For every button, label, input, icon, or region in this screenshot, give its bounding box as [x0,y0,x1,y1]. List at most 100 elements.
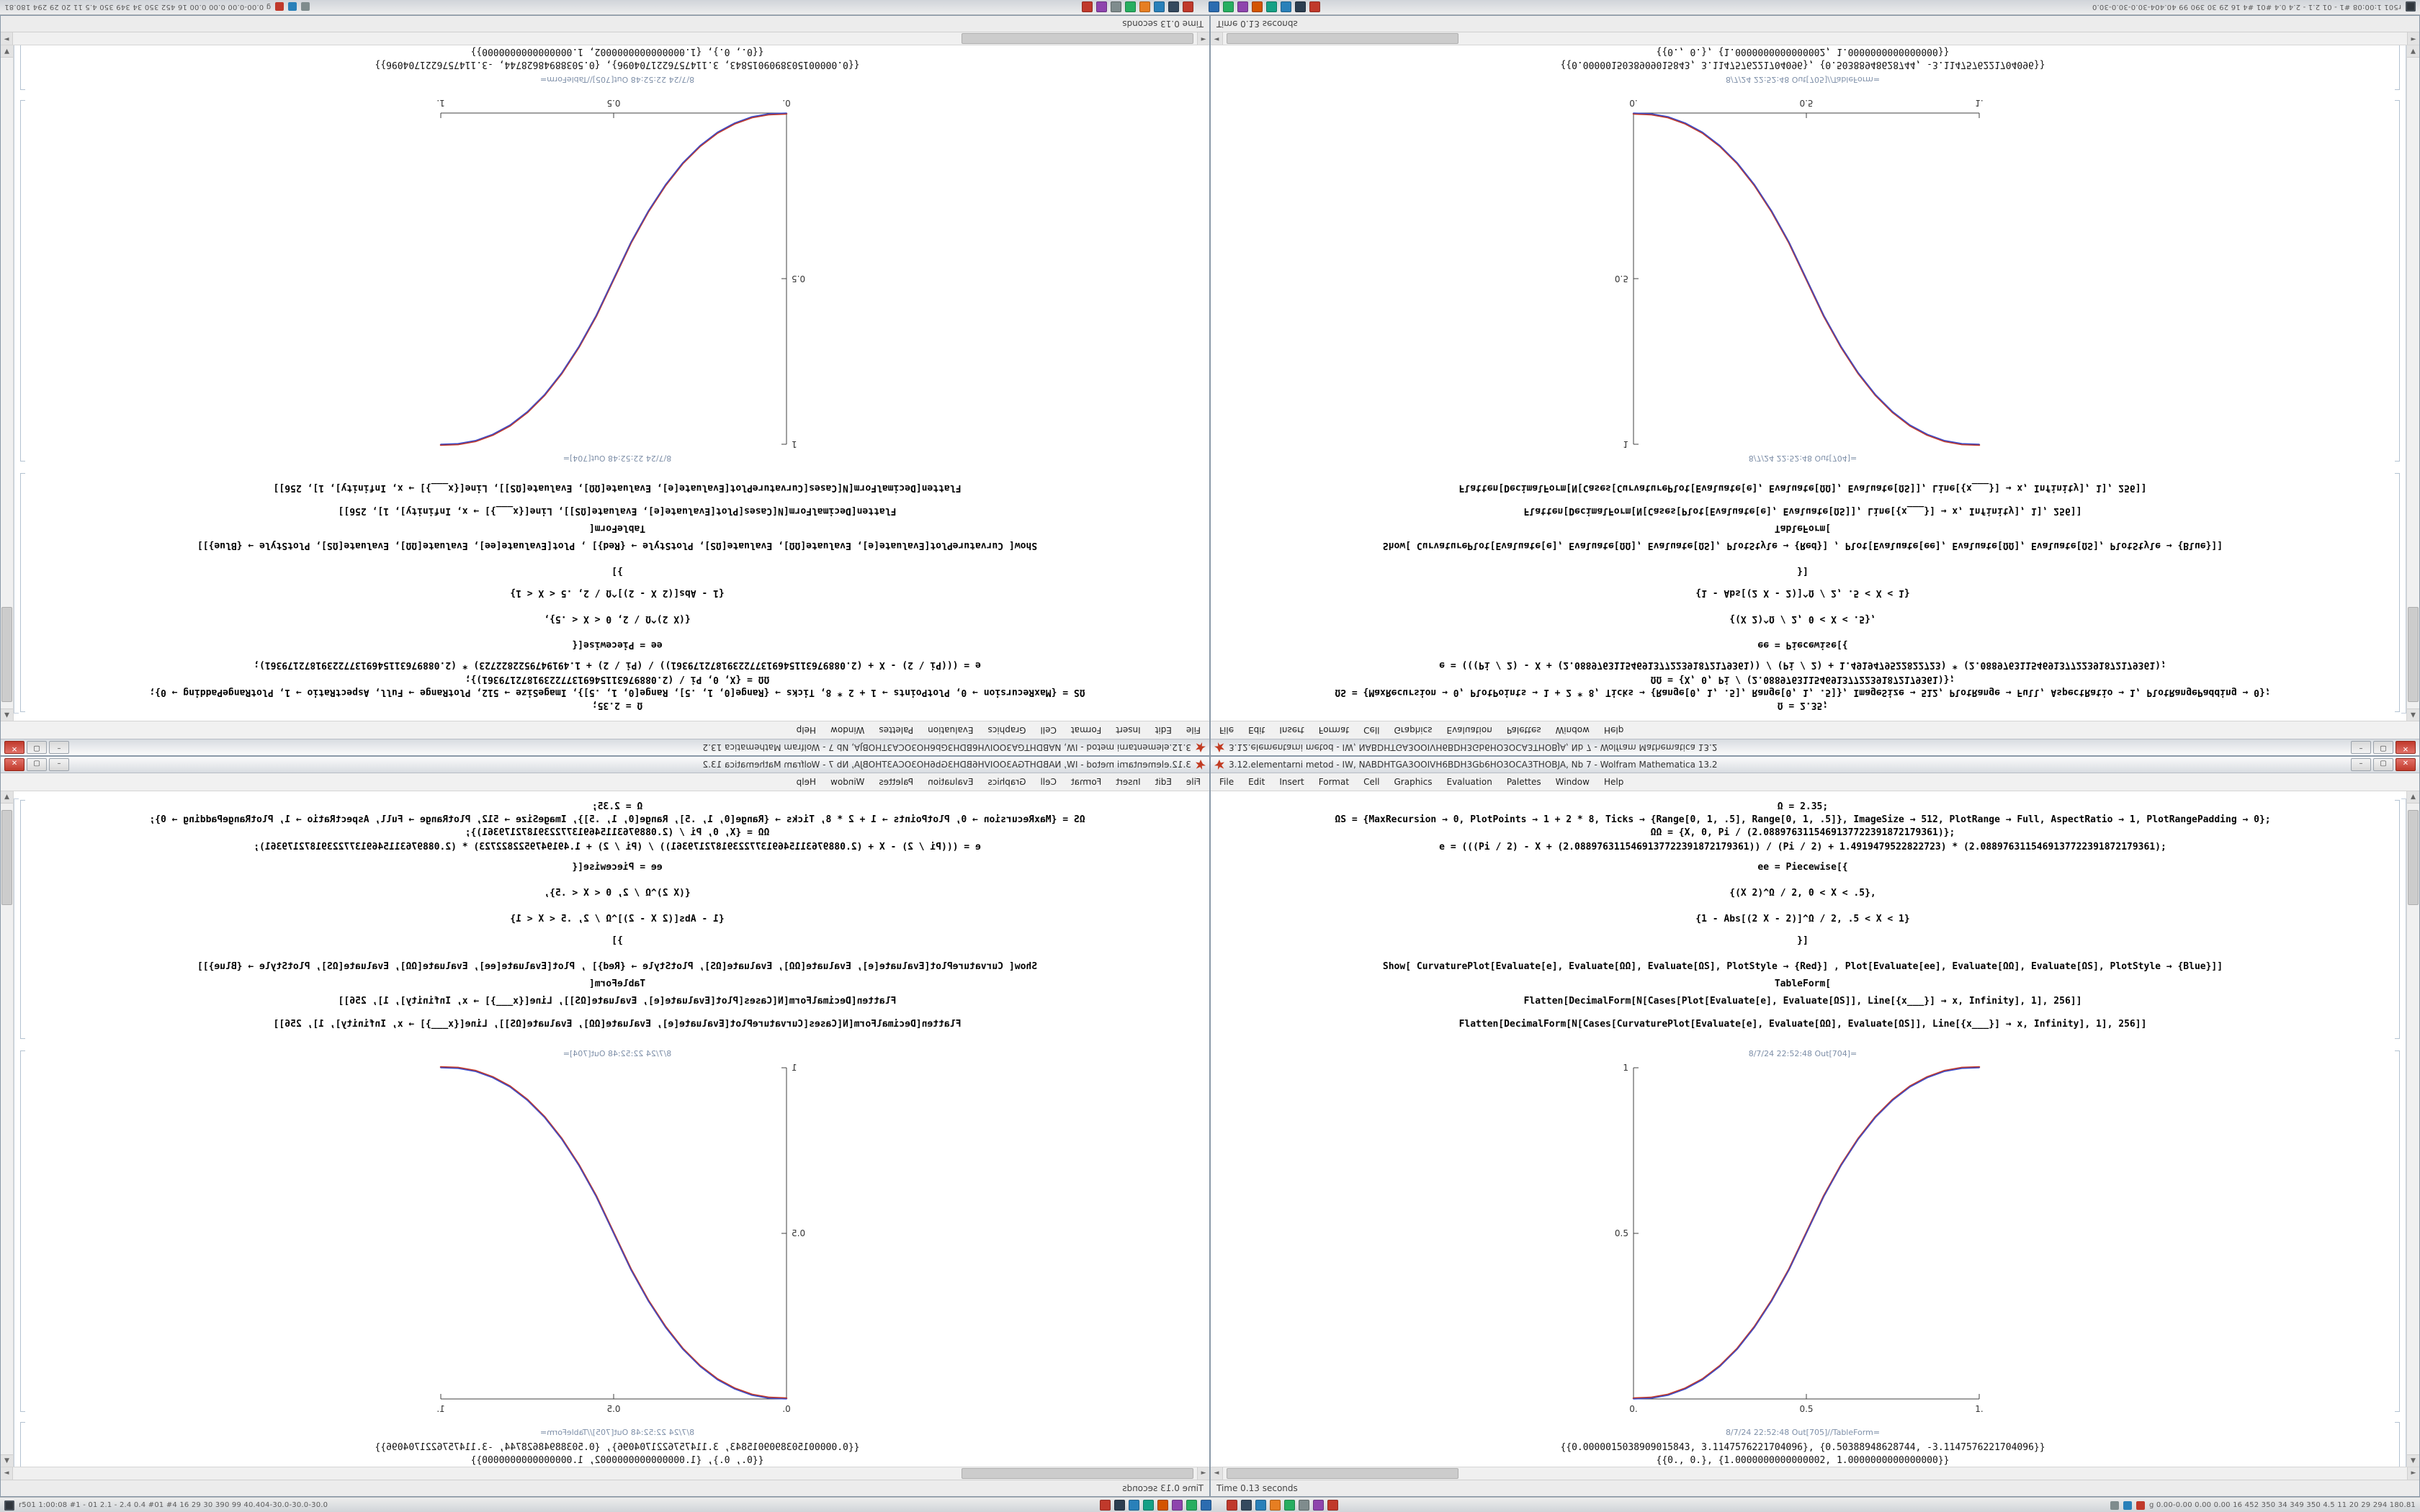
menu-help[interactable]: Help [796,725,817,735]
vertical-scrollbar[interactable]: ▲ ▼ [2406,45,2419,721]
input-line[interactable]: ΩS = {MaxRecursion → 0, PlotPoints → 1 +… [1335,814,2271,825]
start-menu-icon[interactable] [2406,1,2416,12]
scroll-left-icon[interactable]: ◄ [1197,32,1209,45]
taskbar-app-icon[interactable] [1168,1,1179,12]
start-menu-icon[interactable] [4,1500,14,1511]
taskbar-app-icon[interactable] [1294,1,1306,12]
maximize-button[interactable]: ▢ [27,741,47,754]
taskbar-app-icon[interactable] [1139,1,1150,12]
input-line[interactable]: TableForm[ [1774,978,1832,989]
menu-window[interactable]: Window [830,725,865,735]
menu-graphics[interactable]: Graphics [1394,777,1433,787]
vertical-scroll-thumb[interactable] [2408,810,2419,905]
input-line[interactable]: ΩS = {MaxRecursion → 0, PlotPoints → 1 +… [149,687,1085,698]
input-line[interactable]: }] [1797,935,1809,946]
taskbar-app-icon[interactable] [1309,1,1320,12]
cell-group-bracket[interactable] [2401,45,2406,714]
taskbar-app-icon[interactable] [1265,1,1277,12]
menu-cell[interactable]: Cell [1040,725,1057,735]
plot-cell-bracket[interactable] [20,1050,25,1412]
input-line[interactable]: Show[ CurvaturePlot[Evaluate[e], Evaluat… [197,540,1038,551]
input-line[interactable]: {1 - Abs[(2 X - 2)]^Ω / 2, .5 < X < 1} [510,588,725,598]
minimize-button[interactable]: – [2351,741,2371,754]
input-cell-bracket[interactable] [20,473,25,712]
tray-icon[interactable] [275,2,284,12]
scroll-right-icon[interactable]: ► [1,1467,13,1480]
menu-format[interactable]: Format [1318,725,1350,735]
scroll-right-icon[interactable]: ► [1,32,13,45]
menu-file[interactable]: File [1186,725,1201,735]
menu-file[interactable]: File [1219,725,1234,735]
menu-insert[interactable]: Insert [1279,725,1304,735]
menu-help[interactable]: Help [796,777,817,787]
input-line[interactable]: Ω = 2.35; [591,801,643,812]
taskbar-app-icon[interactable] [1186,1500,1198,1511]
taskbar-app-icon[interactable] [1129,1500,1140,1511]
input-line[interactable]: TableForm[ [1774,523,1832,534]
input-line[interactable]: e = (((Pi / 2) - X + (2.0889763115469137… [254,842,981,852]
horizontal-scroll-thumb[interactable] [962,33,1193,44]
minimize-button[interactable]: – [2351,758,2371,771]
input-cell-bracket[interactable] [2395,800,2400,1039]
input-line[interactable]: Show[ CurvaturePlot[Evaluate[e], Evaluat… [197,961,1038,972]
plot-cell-bracket[interactable] [20,100,25,462]
close-button[interactable]: ✕ [2396,741,2416,754]
menu-format[interactable]: Format [1070,725,1102,735]
input-line[interactable]: Flatten[DecimalForm[N[Cases[CurvaturePlo… [273,482,962,493]
input-line[interactable]: Show[ CurvaturePlot[Evaluate[e], Evaluat… [1382,540,2223,551]
input-line[interactable]: }] [611,566,623,577]
menu-evaluation[interactable]: Evaluation [928,725,974,735]
titlebar[interactable]: 3.12.elementarni metod - IW, NABDHTGA3OO… [1,757,1209,773]
taskbar-app-icon[interactable] [1182,1,1193,12]
taskbar-app-icon[interactable] [1241,1500,1252,1511]
taskbar-app-icon[interactable] [1157,1500,1169,1511]
output-cell-bracket[interactable] [20,45,25,90]
input-line[interactable]: ΩS = {MaxRecursion → 0, PlotPoints → 1 +… [149,814,1085,825]
titlebar[interactable]: 3.12.elementarni metod - IW, NABDHTGA3OO… [1,739,1209,755]
input-line[interactable]: {1 - Abs[(2 X - 2)]^Ω / 2, .5 < X < 1} [510,914,725,924]
scroll-up-icon[interactable]: ▲ [2407,708,2419,721]
scroll-right-icon[interactable]: ► [2407,32,2419,45]
menu-palettes[interactable]: Palettes [879,725,914,735]
input-line[interactable]: }] [1797,566,1809,577]
vertical-scroll-thumb[interactable] [2408,607,2419,702]
taskbar-app-icon[interactable] [1172,1500,1183,1511]
minimize-button[interactable]: – [49,758,69,771]
scroll-down-icon[interactable]: ▼ [2407,1454,2419,1467]
tray-icon[interactable] [301,2,310,12]
input-line[interactable]: ee = Piecewise[{ [572,862,663,873]
close-button[interactable]: ✕ [2396,758,2416,771]
tray-icon[interactable] [2123,1500,2132,1510]
taskbar-app-icon[interactable] [1081,1,1093,12]
taskbar-app-icon[interactable] [1153,1,1165,12]
input-line[interactable]: Flatten[DecimalForm[N[Cases[Plot[Evaluat… [1523,505,2082,516]
output-cell-bracket[interactable] [2395,1422,2400,1467]
horizontal-scrollbar[interactable]: ◄ ► [1211,1467,2419,1480]
taskbar-app-icon[interactable] [1313,1500,1325,1511]
menu-window[interactable]: Window [1555,725,1590,735]
menu-edit[interactable]: Edit [1155,777,1172,787]
input-line[interactable]: Flatten[DecimalForm[N[Cases[CurvaturePlo… [1458,1019,2147,1030]
menu-graphics[interactable]: Graphics [987,725,1026,735]
input-line[interactable]: e = (((Pi / 2) - X + (2.0889763115469137… [254,660,981,670]
taskbar-app-icon[interactable] [1110,1,1121,12]
vertical-scrollbar[interactable]: ▲ ▼ [1,791,14,1467]
input-line[interactable]: {(X 2)^Ω / 2, 0 < X < .5}, [544,613,691,624]
input-line[interactable]: Ω = 2.35; [1777,801,1829,812]
menu-window[interactable]: Window [1555,777,1590,787]
vertical-scrollbar[interactable]: ▲ ▼ [2406,791,2419,1467]
menu-format[interactable]: Format [1070,777,1102,787]
input-line[interactable]: {(X 2)^Ω / 2, 0 < X < .5}, [1729,613,1876,624]
input-line[interactable]: ΩΩ = {X, 0, Pi / (2.08897631154691377223… [465,827,770,838]
cell-group-bracket[interactable] [2401,798,2406,1467]
scroll-right-icon[interactable]: ► [2407,1467,2419,1480]
scroll-down-icon[interactable]: ▼ [1,1454,13,1467]
plot-cell-bracket[interactable] [2395,100,2400,462]
menu-cell[interactable]: Cell [1363,777,1380,787]
input-line[interactable]: Flatten[DecimalForm[N[Cases[Plot[Evaluat… [338,505,897,516]
output-cell-bracket[interactable] [2395,45,2400,90]
input-line[interactable]: Ω = 2.35; [1777,700,1829,711]
plot-cell-bracket[interactable] [2395,1050,2400,1412]
close-button[interactable]: ✕ [4,758,24,771]
taskbar-app-icon[interactable] [1114,1500,1126,1511]
